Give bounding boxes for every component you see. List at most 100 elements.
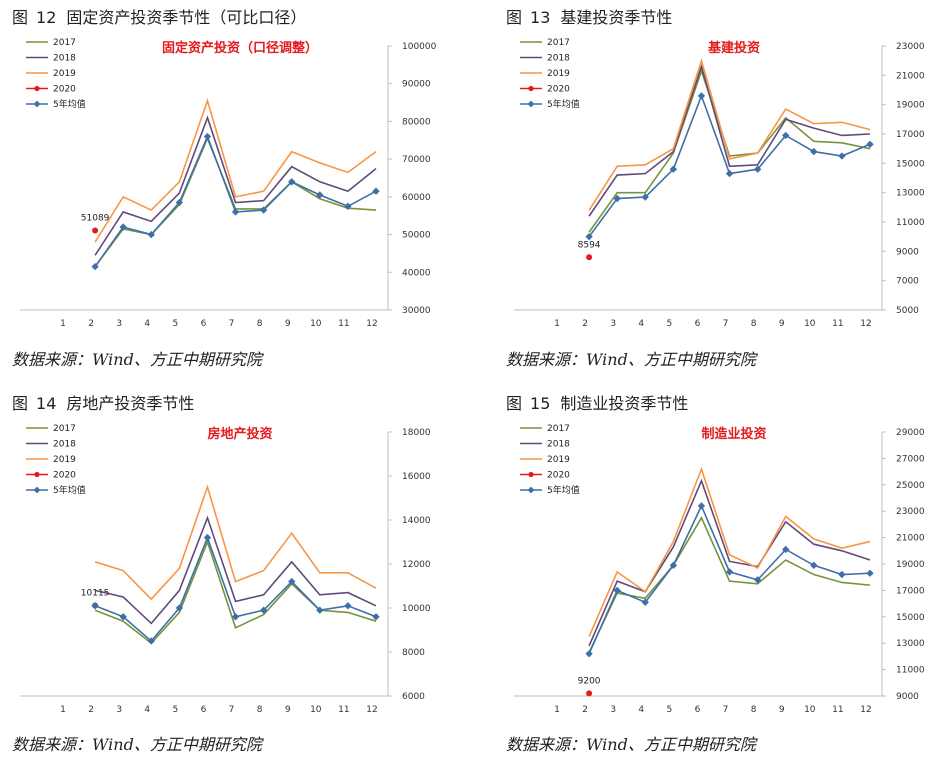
series-avg-marker	[372, 187, 380, 195]
series-2019-line	[588, 57, 871, 211]
y-tick-label: 13000	[896, 639, 925, 649]
series-avg-marker	[697, 502, 706, 510]
figure-name: 制造业投资季节性	[560, 394, 689, 413]
series-2020-point	[92, 227, 99, 234]
x-tick-label: 8	[257, 705, 263, 715]
figure-title: 图 14 房地产投资季节性	[12, 390, 194, 414]
x-tick-label: 7	[229, 319, 235, 329]
x-tick-label: 12	[860, 705, 871, 715]
x-tick-label: 5	[666, 319, 672, 329]
legend-marker-2020	[528, 85, 534, 92]
series-avg-marker	[641, 193, 649, 201]
y-tick-label: 13000	[896, 189, 925, 199]
x-tick-label: 2	[88, 705, 94, 715]
figure-name: 固定资产投资季节性（可比口径）	[66, 8, 307, 27]
data-label-2020: 8594	[578, 240, 601, 250]
x-tick-label: 6	[201, 319, 207, 329]
series-2020-point	[586, 690, 593, 697]
series-2017-line	[588, 516, 871, 653]
x-tick-label: 12	[860, 319, 871, 329]
line-chart-infrastructure-investment: 1 2 3 4 5 6 7 8 9 10 11 125000700090001100013000150…	[514, 38, 925, 329]
legend-label-avg: 5年均值	[53, 98, 86, 110]
chart-inner-title: 基建投资	[707, 40, 760, 56]
series-avg-marker	[810, 561, 818, 569]
series-avg-marker	[203, 533, 212, 542]
figure-number: 15	[530, 394, 551, 413]
figure-title: 图 15 制造业投资季节性	[506, 390, 688, 414]
x-tick-label: 12	[366, 705, 377, 715]
figure-number: 13	[530, 8, 551, 27]
x-tick-label: 3	[116, 705, 122, 715]
chart-panel-15: 图 15 制造业投资季节性 1 2 3 4 5 6 7 8 9 10 11 12 9000 11000 1300…	[494, 386, 940, 766]
x-tick-label: 5	[666, 705, 672, 715]
x-tick-label: 7	[723, 705, 729, 715]
figure-title: 图 12 固定资产投资季节性（可比口径）	[12, 4, 306, 28]
x-tick-label: 10	[310, 319, 322, 329]
x-tick-label: 11	[832, 319, 843, 329]
figure-label: 图	[12, 394, 29, 413]
legend-marker-2020	[34, 85, 40, 92]
line-chart-fixed-asset-investment: 1 2 3 4 5 6 7 8 9 10 11 123000040000500006000070000…	[20, 38, 437, 329]
series-2018-line	[588, 478, 871, 647]
y-tick-label: 5000	[896, 306, 919, 316]
series-avg-marker	[697, 92, 706, 100]
x-tick-label: 11	[338, 705, 349, 715]
x-tick-label: 1	[60, 319, 66, 329]
data-source: 数据来源：Wind、方正中期研究院	[12, 735, 262, 754]
x-tick-label: 2	[582, 705, 588, 715]
series-2018-line	[94, 515, 377, 625]
figure-label: 图	[12, 8, 29, 27]
y-tick-label: 23000	[896, 507, 925, 517]
series-avg-marker	[725, 568, 734, 576]
chart-inner-title: 制造业投资	[701, 426, 766, 442]
series-avg-marker	[782, 545, 790, 554]
x-tick-label: 6	[695, 319, 701, 329]
y-tick-label: 21000	[896, 71, 925, 81]
series-avg-marker	[175, 198, 184, 207]
x-tick-label: 8	[751, 705, 757, 715]
x-tick-label: 10	[804, 319, 816, 329]
y-tick-label: 15000	[896, 159, 925, 169]
y-tick-label: 19000	[896, 101, 925, 111]
data-source: 数据来源：Wind、方正中期研究院	[506, 350, 756, 369]
legend-label-2019: 2019	[547, 69, 570, 79]
series-2019-line	[94, 98, 377, 243]
legend-label-avg: 5年均值	[53, 484, 86, 496]
x-tick-label: 6	[695, 705, 701, 715]
y-tick-label: 25000	[896, 481, 925, 491]
y-tick-label: 9000	[896, 692, 919, 702]
y-tick-label: 12000	[402, 560, 431, 570]
legend-label-2020: 2020	[547, 471, 570, 481]
y-tick-label: 6000	[402, 692, 425, 702]
series-avg-marker	[782, 131, 790, 140]
y-tick-label: 14000	[402, 516, 431, 526]
x-tick-label: 4	[638, 705, 644, 715]
x-tick-label: 9	[285, 705, 291, 715]
series-avg-marker	[316, 191, 324, 199]
data-label-2020: 51089	[81, 213, 110, 223]
legend-label-2020: 2020	[547, 85, 570, 95]
series-avg-marker	[866, 140, 874, 148]
x-tick-label: 1	[60, 705, 66, 715]
legend-label-2018: 2018	[53, 440, 76, 450]
y-tick-label: 7000	[896, 277, 919, 287]
series-2017-line	[588, 68, 871, 233]
x-tick-label: 9	[285, 319, 291, 329]
x-tick-label: 5	[172, 319, 178, 329]
y-tick-label: 70000	[402, 155, 431, 165]
legend-label-2017: 2017	[547, 38, 570, 48]
x-tick-label: 8	[257, 319, 263, 329]
series-avg-marker	[119, 223, 127, 231]
x-tick-label: 12	[366, 319, 377, 329]
y-tick-label: 10000	[402, 604, 431, 614]
x-tick-label: 10	[804, 705, 816, 715]
y-tick-label: 11000	[896, 666, 925, 676]
x-tick-label: 4	[638, 319, 644, 329]
chart-inner-title: 固定资产投资（口径调整）	[162, 40, 318, 56]
y-tick-label: 90000	[402, 80, 431, 90]
series-avg-marker	[725, 169, 734, 178]
figure-name: 基建投资季节性	[560, 8, 673, 27]
legend-label-2020: 2020	[53, 471, 76, 481]
y-tick-label: 19000	[896, 560, 925, 570]
chart-panel-12: 图 12 固定资产投资季节性（可比口径） 1 2 3 4 5 6 7 8 9 10 11 12 30000 4…	[0, 0, 470, 380]
